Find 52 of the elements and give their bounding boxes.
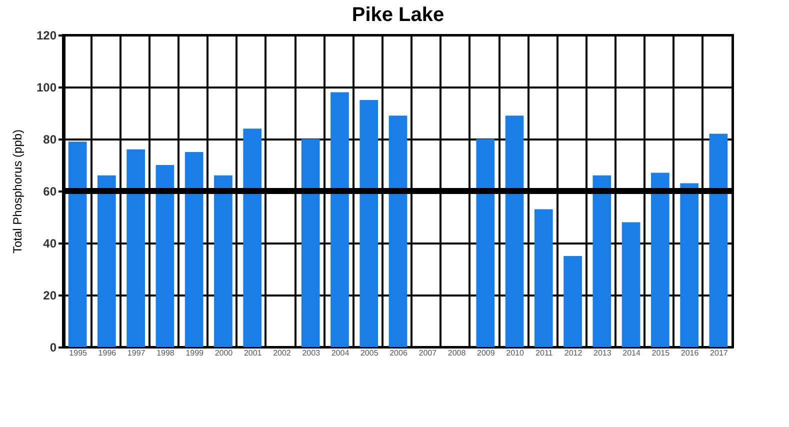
x-tick-label: 2011 xyxy=(536,348,554,358)
x-tick-label: 2005 xyxy=(360,348,379,358)
x-tick-label: 1995 xyxy=(69,348,88,358)
y-tick-label: 100 xyxy=(36,80,57,94)
x-tick-label: 2009 xyxy=(476,348,496,358)
x-tick-label: 1996 xyxy=(98,348,117,358)
x-tick-label: 1998 xyxy=(156,348,175,358)
x-tick-label: 1997 xyxy=(127,348,146,358)
x-tick-label: 2016 xyxy=(680,348,700,358)
x-tick-label: 2003 xyxy=(302,348,321,358)
x-tick-label: 2008 xyxy=(448,348,466,358)
chart-title: Pike Lake xyxy=(352,4,444,26)
y-tick-label: 0 xyxy=(50,340,57,354)
x-tick-label: 2017 xyxy=(710,348,728,358)
bar xyxy=(214,175,232,347)
bar xyxy=(243,128,262,347)
y-tick-label: 120 xyxy=(36,28,57,42)
x-tick-label: 2013 xyxy=(594,348,612,358)
y-tick-label: 20 xyxy=(43,288,57,302)
bar xyxy=(651,172,670,347)
bar xyxy=(301,139,320,347)
x-tick-label: 2001 xyxy=(244,348,262,358)
x-tick-label: 2004 xyxy=(331,348,350,358)
y-tick-label: 60 xyxy=(43,184,57,198)
bar xyxy=(184,152,204,347)
bar xyxy=(360,100,378,347)
bar xyxy=(388,116,408,347)
bar xyxy=(476,139,495,347)
bar xyxy=(622,222,640,347)
y-tick-label: 40 xyxy=(43,236,57,250)
bar xyxy=(592,175,612,347)
x-tick-label: 2007 xyxy=(418,348,438,358)
x-tick-label: 2002 xyxy=(273,348,292,358)
bar xyxy=(156,165,174,347)
bar xyxy=(330,92,349,347)
x-tick-label: 2014 xyxy=(622,348,641,358)
x-tick-label: 2006 xyxy=(390,348,408,358)
bar xyxy=(680,183,698,347)
x-tick-label: 2012 xyxy=(564,348,583,358)
bar xyxy=(68,142,87,347)
bar xyxy=(98,175,116,347)
x-tick-label: 2000 xyxy=(214,348,234,358)
bar xyxy=(505,116,524,347)
y-tick-label: 80 xyxy=(43,132,57,146)
bar xyxy=(709,134,728,347)
bar xyxy=(126,149,145,347)
x-tick-label: 2015 xyxy=(652,348,670,358)
x-tick-label: 1999 xyxy=(186,348,204,358)
x-tick-label: 2010 xyxy=(506,348,524,358)
bar xyxy=(564,256,582,347)
bar xyxy=(534,209,553,347)
y-axis-title: Total Phosphorus (ppb) xyxy=(10,129,24,254)
